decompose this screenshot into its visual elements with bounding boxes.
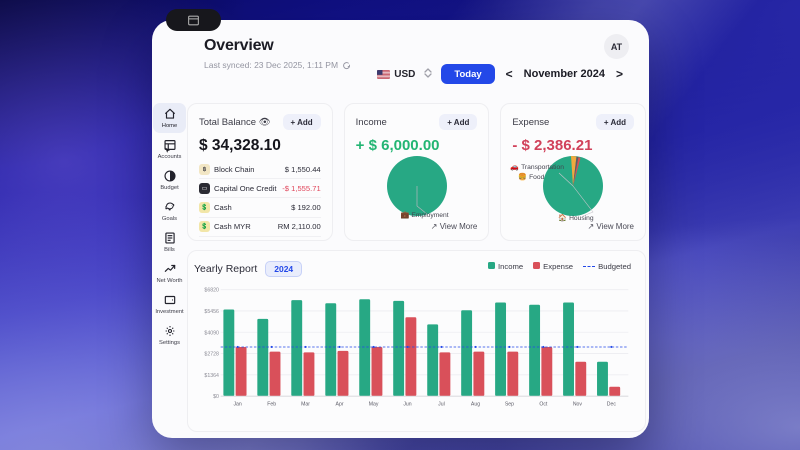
svg-text:Feb: Feb: [267, 401, 276, 407]
svg-text:Jun: Jun: [403, 401, 411, 407]
svg-text:Mar: Mar: [301, 401, 310, 407]
svg-text:Apr: Apr: [336, 401, 344, 407]
svg-text:Jul: Jul: [438, 401, 445, 407]
svg-text:Sep: Sep: [505, 401, 514, 407]
svg-text:May: May: [369, 401, 379, 407]
svg-text:$2728: $2728: [204, 352, 219, 358]
svg-text:$5456: $5456: [204, 309, 219, 315]
svg-text:$4090: $4090: [204, 330, 219, 336]
svg-text:Oct: Oct: [539, 401, 548, 407]
svg-text:Aug: Aug: [471, 401, 480, 407]
svg-text:Jan: Jan: [233, 401, 241, 407]
svg-text:$6820: $6820: [204, 288, 219, 294]
svg-text:Dec: Dec: [607, 401, 617, 407]
svg-text:$1364: $1364: [204, 373, 219, 379]
svg-text:Nov: Nov: [573, 401, 583, 407]
svg-text:$0: $0: [213, 394, 219, 400]
